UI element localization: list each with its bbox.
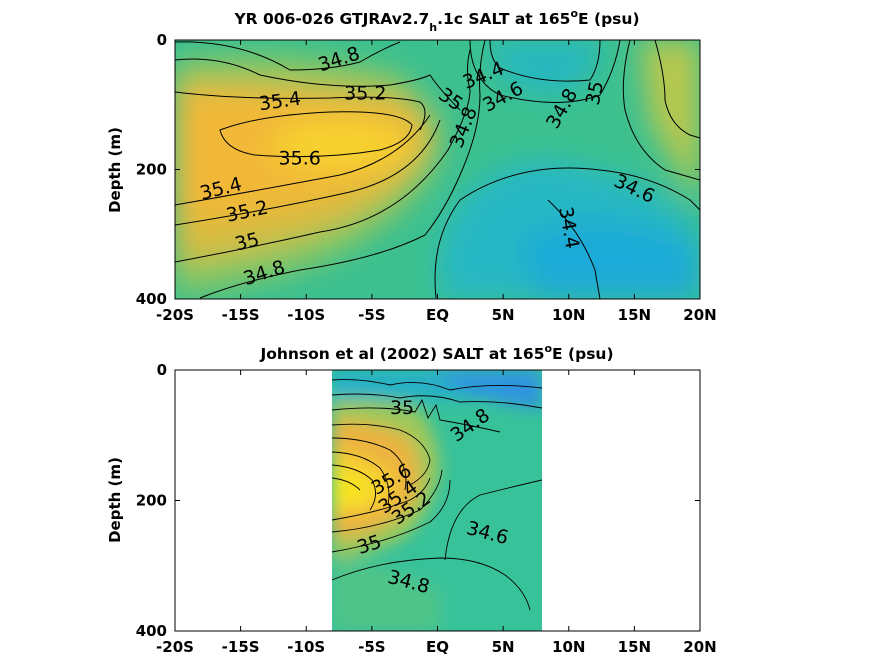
top-y-tick-label: 400 [136,290,167,308]
top-salinity-field [175,40,700,299]
top-y-axis-label: Depth (m) [106,127,124,213]
top-x-tick-label: 20N [683,306,716,324]
bottom-x-tick-label: -20S [156,638,194,656]
top-x-tick-label: -20S [156,306,194,324]
bottom-x-tick-label: 5N [492,638,515,656]
bottom-x-tick-label: -15S [222,638,260,656]
top-x-tick-label: -15S [222,306,260,324]
bottom-x-tick-labels: -20S -15S -10S -5S EQ 5N 10N 15N 20N [156,638,717,656]
top-panel: YR 006-026 GTJRAv2.7h.1c SALT at 165oE (… [106,7,717,324]
top-y-tick-label: 0 [157,31,167,49]
bottom-panel: Johnson et al (2002) SALT at 165oE (psu) [106,342,717,656]
top-y-tick-label: 200 [136,161,167,179]
bottom-x-tick-label: EQ [426,638,449,656]
bottom-salinity-field [332,370,542,631]
top-x-tick-labels: -20S -15S -10S -5S EQ 5N 10N 15N 20N [156,306,717,324]
top-contour-label: 35.2 [344,83,386,105]
bottom-ticks [174,369,701,632]
top-x-tick-label: 5N [492,306,515,324]
bottom-y-tick-label: 0 [157,361,167,379]
bottom-y-tick-label: 400 [136,622,167,640]
bottom-x-tick-label: 15N [618,638,651,656]
bottom-y-tick-labels: 0 200 400 [136,361,167,640]
top-contour-label: 35 [582,79,609,107]
top-x-tick-label: 15N [618,306,651,324]
top-x-tick-label: EQ [426,306,449,324]
top-y-tick-labels: 0 200 400 [136,31,167,308]
top-x-tick-label: -10S [287,306,325,324]
bottom-x-tick-label: -10S [287,638,325,656]
bottom-y-tick-label: 200 [136,492,167,510]
bottom-contours [332,379,542,611]
bottom-x-tick-label: 10N [552,638,585,656]
top-contour-label: 35.6 [279,147,321,169]
bottom-title: Johnson et al (2002) SALT at 165oE (psu) [259,342,613,363]
top-x-tick-label: -5S [358,306,385,324]
top-ticks [174,39,701,300]
bottom-x-tick-label: 20N [683,638,716,656]
bottom-x-tick-label: -5S [358,638,385,656]
top-x-tick-label: 10N [552,306,585,324]
bottom-contour-label: 35 [390,397,414,419]
top-contours [175,40,700,299]
bottom-y-axis-label: Depth (m) [106,457,124,543]
top-title: YR 006-026 GTJRAv2.7h.1c SALT at 165oE (… [233,7,639,34]
